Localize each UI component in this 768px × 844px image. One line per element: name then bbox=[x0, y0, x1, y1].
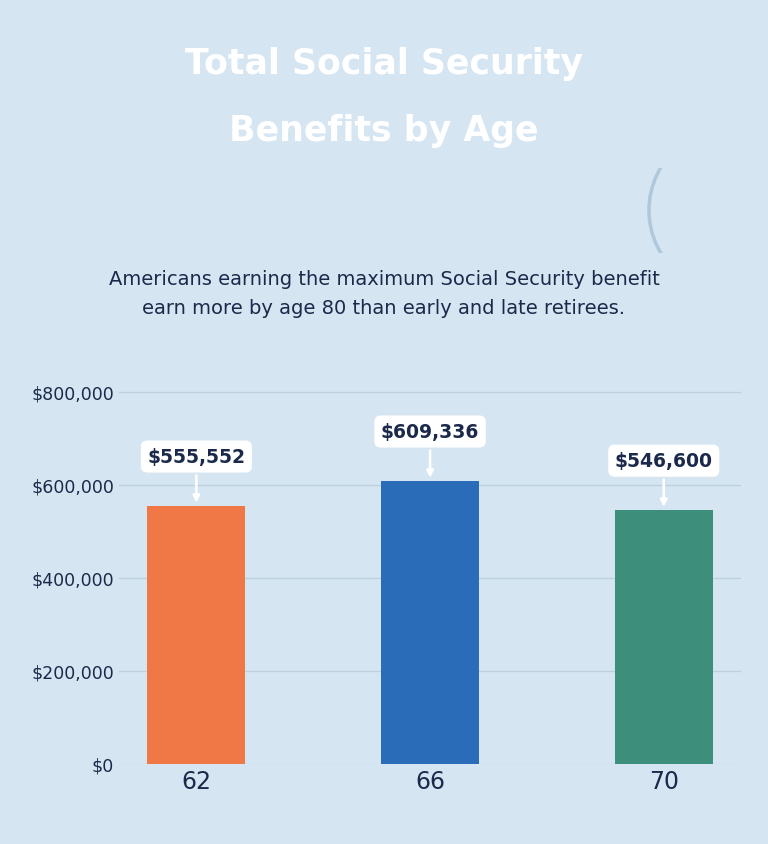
Bar bbox=[381, 481, 479, 764]
Text: Americans earning the maximum Social Security benefit
earn more by age 80 than e: Americans earning the maximum Social Sec… bbox=[108, 269, 660, 317]
Text: Benefits by Age: Benefits by Age bbox=[230, 114, 538, 148]
Text: $555,552: $555,552 bbox=[147, 447, 246, 500]
Bar bbox=[614, 510, 713, 764]
Text: Total Social Security: Total Social Security bbox=[185, 46, 583, 80]
Text: $546,600: $546,600 bbox=[614, 452, 713, 505]
Bar bbox=[147, 506, 246, 764]
Text: $609,336: $609,336 bbox=[381, 423, 479, 475]
